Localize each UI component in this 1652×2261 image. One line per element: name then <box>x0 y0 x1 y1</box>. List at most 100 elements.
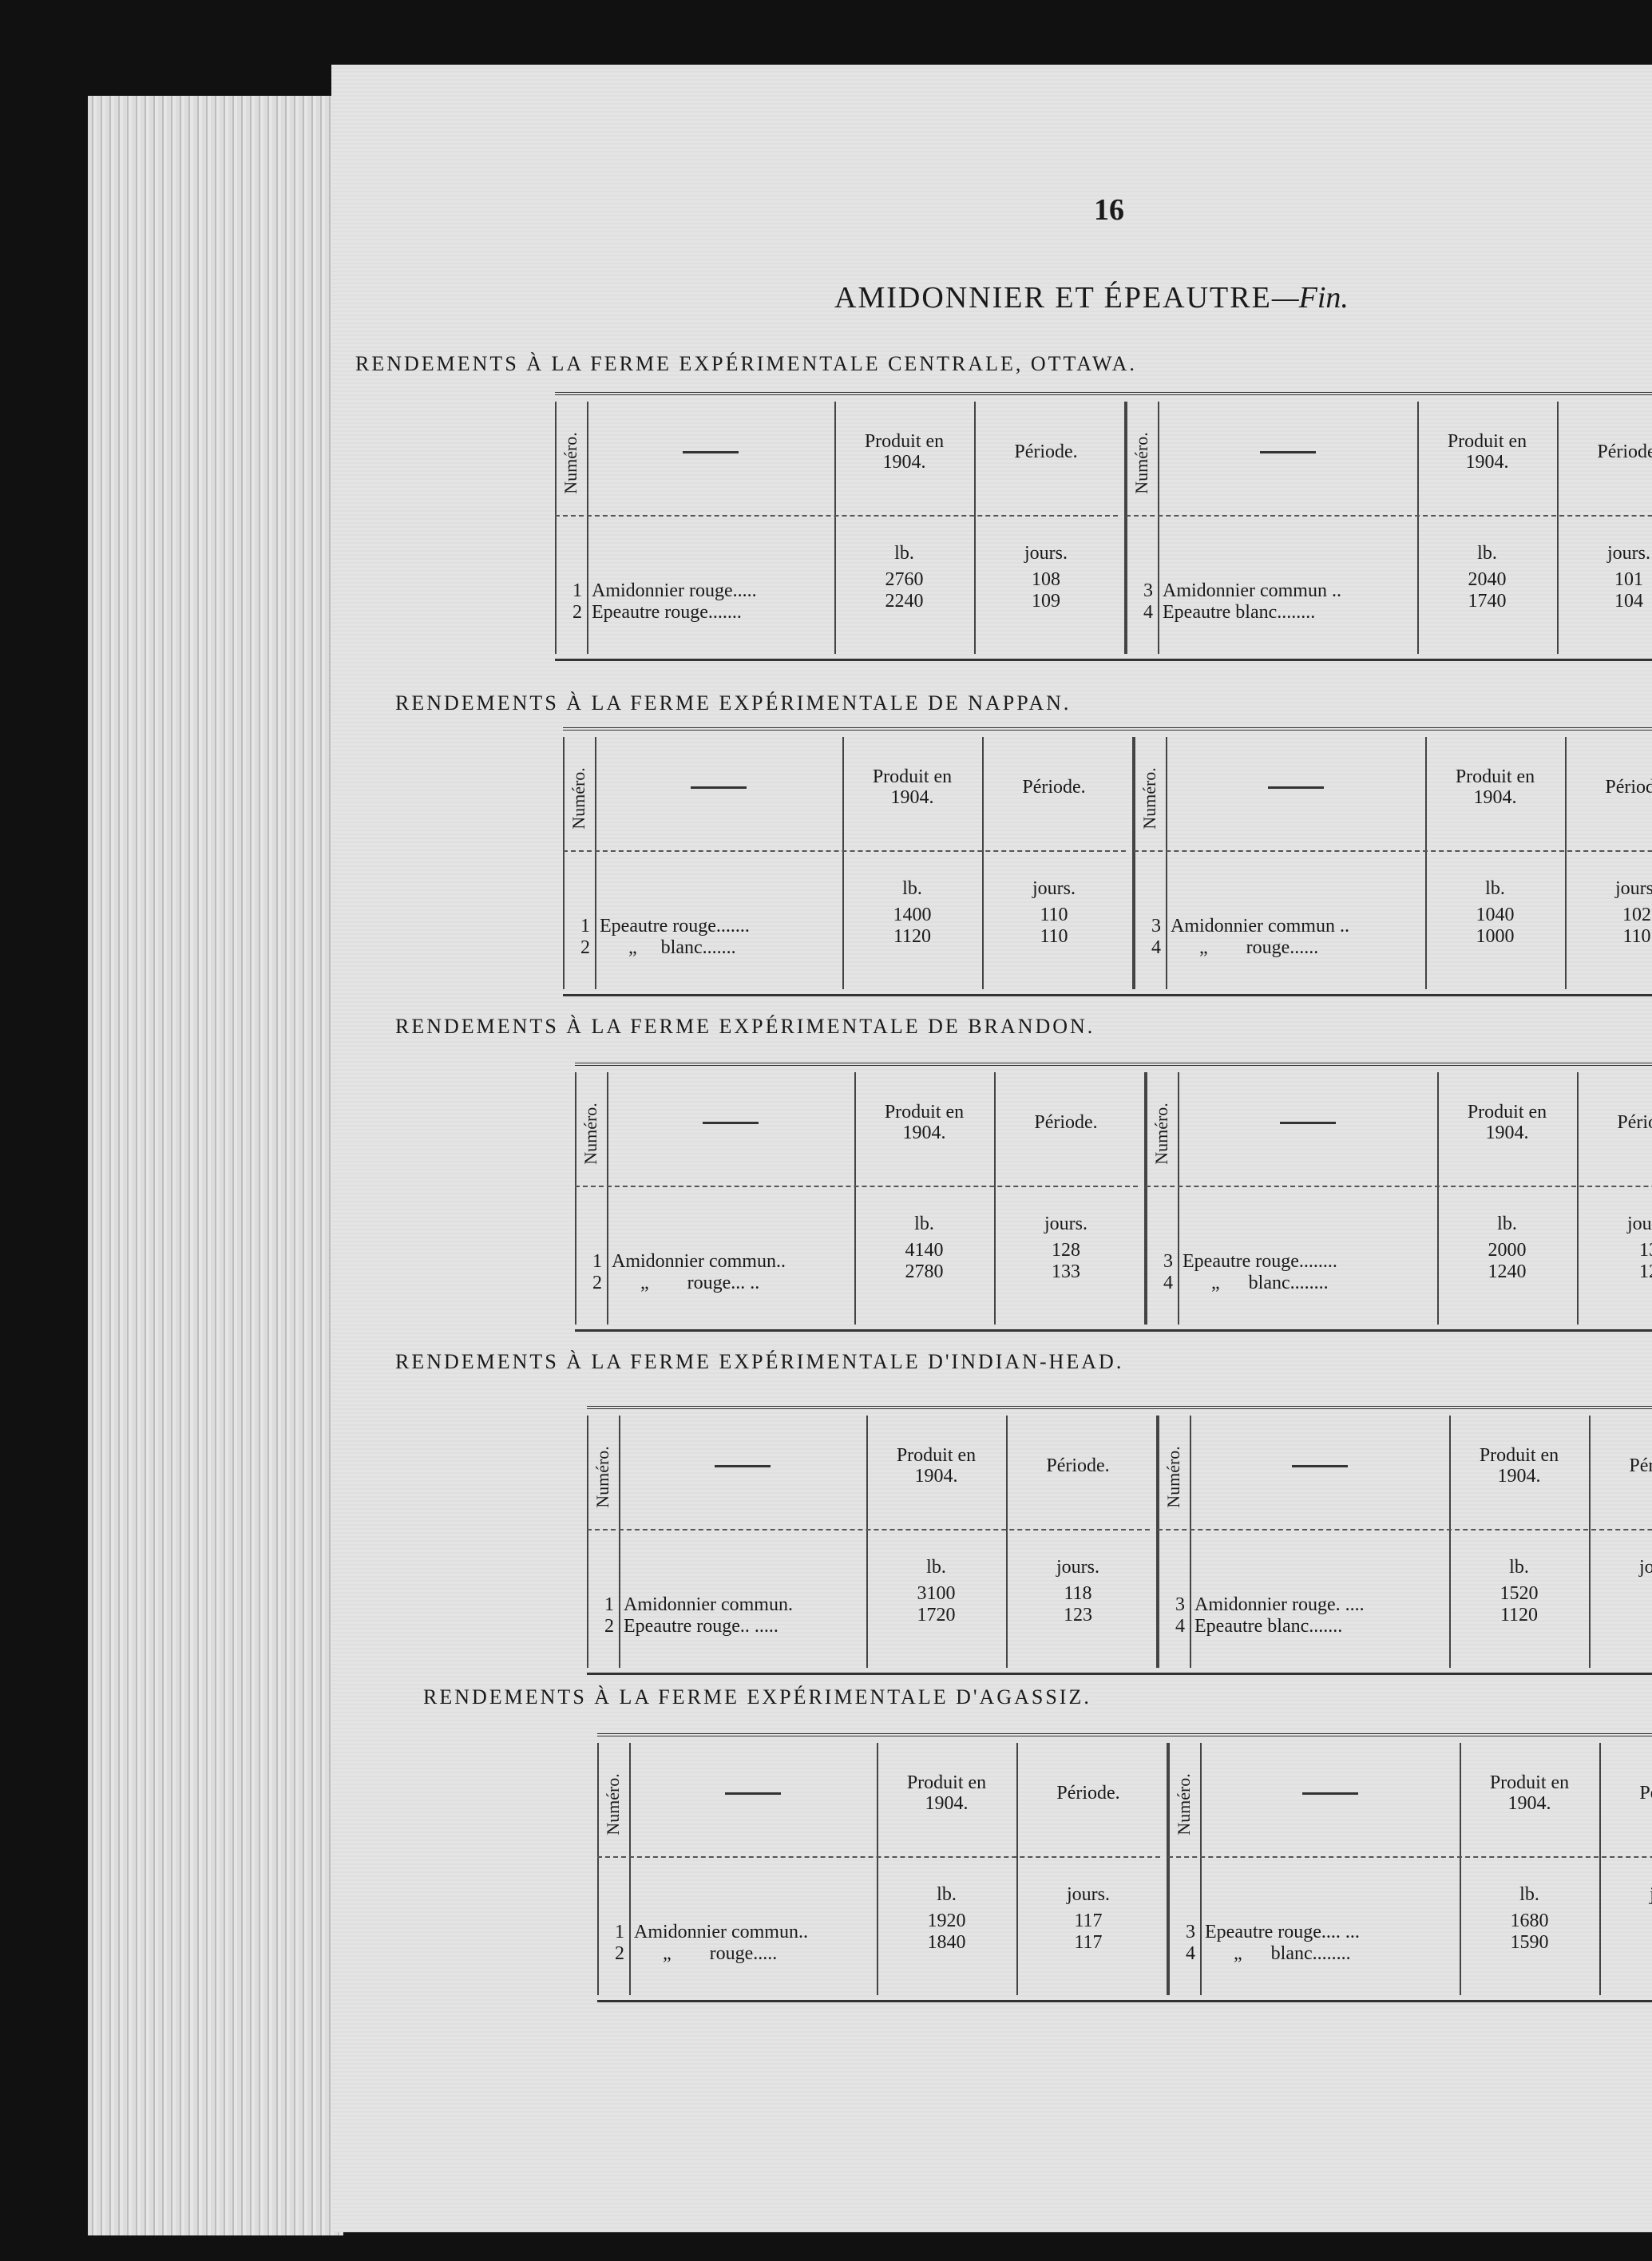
header-numero: Numéro. <box>1158 1425 1190 1529</box>
header-rule <box>1146 1186 1652 1187</box>
column-divider <box>1146 1072 1147 1325</box>
column-divider <box>555 402 557 654</box>
header-produit-year: 1904. <box>1465 452 1509 473</box>
column-divider <box>834 402 836 654</box>
header-rule <box>1168 1856 1652 1858</box>
row-variety: Epeautre blanc....... <box>1194 1616 1343 1637</box>
column-divider <box>866 1416 868 1668</box>
column-divider <box>1124 402 1126 654</box>
column-divider <box>595 737 596 989</box>
row-variety: „ rouge... .. <box>612 1273 760 1293</box>
row-number: 4 <box>1186 1943 1195 1964</box>
row-produit: 1400 <box>893 905 932 925</box>
column-divider <box>1577 1072 1579 1325</box>
header-produit-year: 1904. <box>882 452 926 473</box>
header-dash <box>1259 451 1316 453</box>
row-number: 1 <box>580 916 590 936</box>
header-numero-text: Numéro. <box>1151 1103 1171 1165</box>
header-produit-year: 1904. <box>1473 787 1517 808</box>
row-periode: 104 <box>1614 591 1643 612</box>
row-periode: 102 <box>1622 905 1651 925</box>
header-numero: Numéro. <box>1134 746 1166 850</box>
header-dash <box>725 1792 781 1795</box>
column-divider <box>1167 1743 1168 1995</box>
header-periode: Période. <box>1014 442 1078 462</box>
unit-jours: jours. <box>1067 1884 1110 1905</box>
header-dash <box>715 1465 771 1467</box>
header-numero-text: Numéro. <box>592 1446 612 1508</box>
header-numero-text: Numéro. <box>1131 432 1151 494</box>
column-divider <box>1168 1743 1170 1995</box>
column-divider <box>1460 1743 1461 1995</box>
header-numero: Numéro. <box>1146 1082 1178 1186</box>
header-numero-text: Numéro. <box>568 767 588 830</box>
header-produit: Produit en <box>896 1445 977 1466</box>
unit-jours: jours. <box>1639 1557 1652 1578</box>
unit-jours: jours. <box>1607 543 1650 564</box>
header-produit-year: 1904. <box>1485 1123 1529 1143</box>
header-numero: Numéro. <box>587 1425 619 1529</box>
row-variety: „ blanc....... <box>600 937 736 958</box>
column-divider <box>1178 1072 1179 1325</box>
header-periode: Période. <box>1639 1783 1652 1804</box>
header-dash <box>1267 786 1324 789</box>
unit-lb: lb. <box>1497 1214 1517 1234</box>
row-variety: Epeautre rouge.... ... <box>1205 1922 1360 1942</box>
row-produit: 2240 <box>885 591 924 612</box>
row-produit: 1120 <box>893 926 932 947</box>
yield-table: Numéro. Produit en 1904. Période. lb. jours. 1… <box>563 727 1652 996</box>
row-variety: Amidonnier commun.. <box>612 1251 786 1272</box>
column-divider <box>1449 1416 1451 1668</box>
row-variety: Epeautre rouge........ <box>1183 1251 1337 1272</box>
row-number: 2 <box>592 1273 602 1293</box>
header-periode: Période. <box>1605 777 1652 798</box>
column-divider <box>1006 1416 1008 1668</box>
unit-jours: jours. <box>1627 1214 1652 1234</box>
row-produit: 1520 <box>1499 1583 1539 1604</box>
column-divider <box>1144 1072 1146 1325</box>
header-numero-text: Numéro. <box>561 432 580 494</box>
column-divider <box>619 1416 620 1668</box>
row-number: 4 <box>1143 602 1153 623</box>
title-suffix: —Fin. <box>1271 281 1349 315</box>
header-rule <box>1126 515 1652 517</box>
column-divider <box>982 737 984 989</box>
column-divider <box>1425 737 1427 989</box>
header-numero: Numéro. <box>563 746 595 850</box>
column-divider <box>1557 402 1559 654</box>
column-divider <box>1158 402 1159 654</box>
row-periode: 118 <box>1064 1583 1092 1604</box>
row-produit: 1840 <box>927 1932 966 1953</box>
row-number: 4 <box>1163 1273 1173 1293</box>
header-periode: Période. <box>1056 1783 1120 1804</box>
header-numero: Numéro. <box>1168 1752 1200 1856</box>
row-number: 3 <box>1143 580 1153 601</box>
header-dash <box>1291 1465 1348 1467</box>
header-rule <box>563 850 1126 852</box>
column-divider <box>597 1743 599 1995</box>
column-divider <box>607 1072 608 1325</box>
row-periode: 123 <box>1064 1605 1092 1625</box>
page-number: 16 <box>1094 193 1124 227</box>
unit-lb: lb. <box>1509 1557 1529 1578</box>
unit-jours: jours. <box>1056 1557 1099 1578</box>
header-rule <box>587 1529 1150 1530</box>
row-produit: 3100 <box>917 1583 956 1604</box>
row-periode: 12 <box>1639 1261 1652 1282</box>
table-heading: RENDEMENTS À LA FERME EXPÉRIMENTALE DE N… <box>395 691 1072 715</box>
header-numero: Numéro. <box>1126 411 1158 515</box>
row-produit: 1040 <box>1476 905 1515 925</box>
yield-table: Numéro. Produit en 1904. Période. lb. jours. 1… <box>555 392 1652 661</box>
row-produit: 1920 <box>927 1911 966 1931</box>
header-produit: Produit en <box>906 1772 987 1793</box>
column-divider <box>1134 737 1135 989</box>
row-produit: 2000 <box>1488 1240 1527 1261</box>
row-variety: Amidonnier rouge. .... <box>1194 1594 1365 1615</box>
column-divider <box>1132 737 1134 989</box>
header-produit: Produit en <box>1489 1772 1570 1793</box>
title-text: AMIDONNIER ET ÉPEAUTRE <box>834 281 1272 315</box>
row-periode: 1 <box>1589 1605 1652 1625</box>
unit-lb: lb. <box>926 1557 946 1578</box>
row-variety: Epeautre rouge.. ..... <box>624 1616 778 1637</box>
column-divider <box>1437 1072 1439 1325</box>
